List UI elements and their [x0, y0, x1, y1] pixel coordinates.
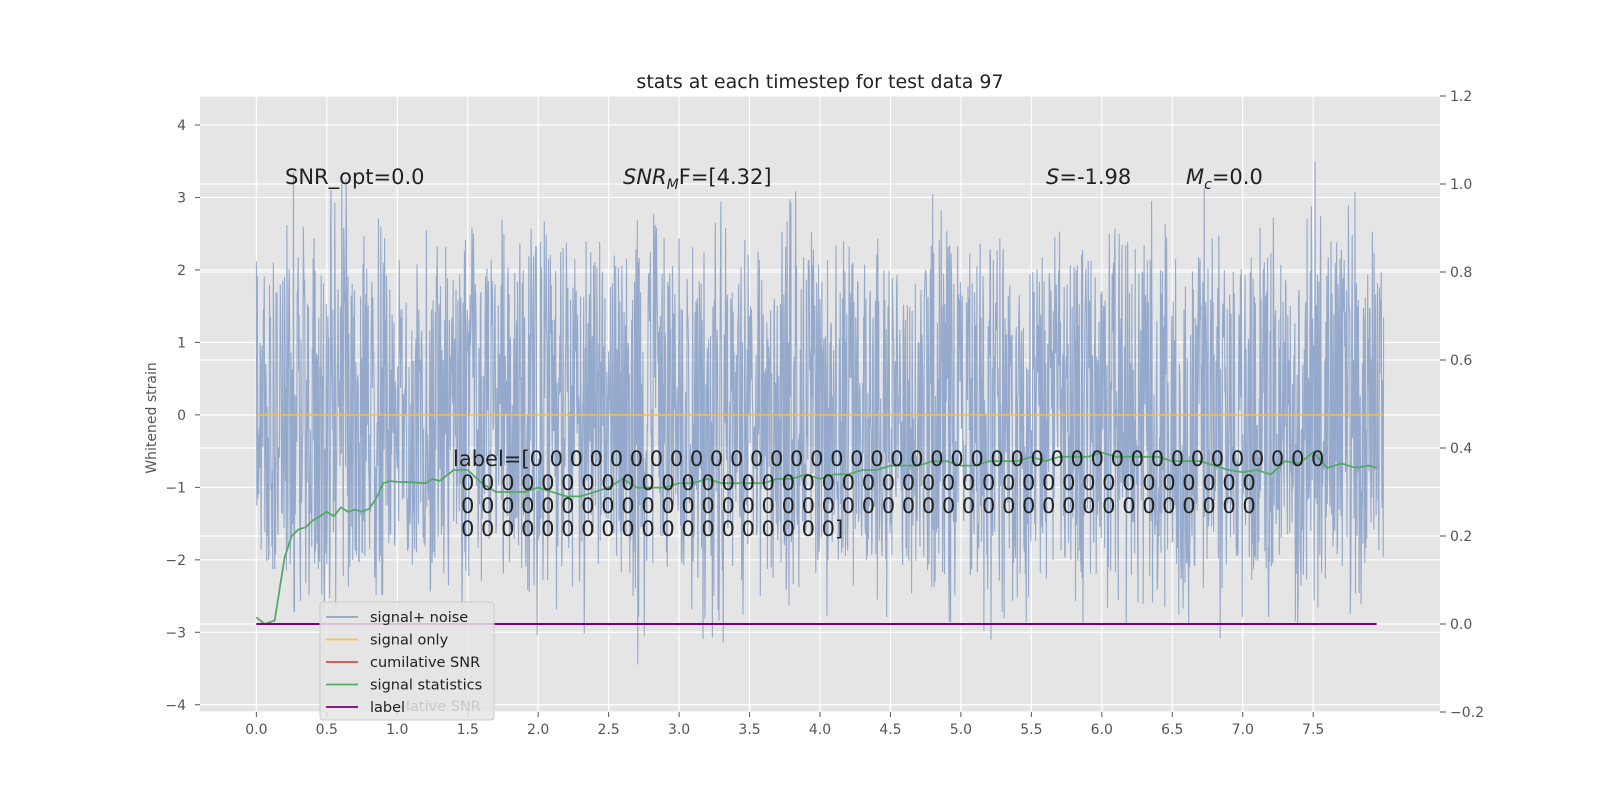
mc-value: =0.0	[1212, 165, 1263, 189]
x-tick-label: 0.5	[316, 722, 338, 738]
snr-opt-text: SNR_opt=0.0	[285, 165, 425, 190]
snr-mf-subscript: M	[667, 177, 679, 193]
label-text-line-2: 0 0 0 0 0 0 0 0 0 0 0 0 0 0 0 0 0 0 0 0 …	[461, 471, 1256, 495]
y-tick-label: −1	[165, 480, 186, 496]
x-tick-label: 4.0	[809, 722, 831, 738]
x-tick-label: 1.0	[386, 722, 408, 738]
y-tick-label: 3	[177, 190, 186, 206]
y-tick-label: −2	[165, 553, 186, 569]
y-tick-label: 4	[177, 118, 186, 134]
y-tick-label: 2	[177, 263, 186, 279]
chart-title: stats at each timestep for test data 97	[636, 71, 1003, 93]
signal-noise-trace	[255, 161, 1385, 665]
snr-mf-symbol: SNR	[623, 165, 667, 189]
x-tick-label: 2.5	[598, 722, 620, 738]
x-tick-label: 2.0	[527, 722, 549, 738]
mc-annotation: Mc=0.0	[1186, 165, 1263, 193]
legend-entries: signal+ noise signal only cumilative SNR si…	[326, 610, 482, 716]
x-tick-label: 4.5	[879, 722, 901, 738]
snr-opt-annotation: SNR_opt=0.0	[285, 165, 425, 190]
x-tick-label: 3.5	[738, 722, 760, 738]
snr-mf-annotation: SNRMF=[4.32]	[623, 165, 772, 193]
x-tick-label: 1.5	[457, 722, 479, 738]
label-array-text: label=[0 0 0 0 0 0 0 0 0 0 0 0 0 0 0 0 0…	[453, 447, 1324, 541]
legend-label: signal only	[370, 633, 449, 649]
x-tick-label: 5.0	[950, 722, 972, 738]
mc-subscript: c	[1204, 177, 1212, 193]
legend-box	[319, 601, 495, 721]
legend-ghost-text: lative SNR	[406, 699, 481, 715]
x-tick-label: 7.5	[1302, 722, 1324, 738]
right-y-axis-ticks: 1.2 1.0 0.8 0.6 0.4 0.2 0.0 −0.2	[1440, 89, 1484, 721]
mc-symbol: M	[1186, 165, 1204, 189]
y-axis-ticks: 4 3 2 1 0 −1 −2 −3 −4	[165, 118, 200, 714]
x-tick-label: 3.0	[668, 722, 690, 738]
y2-tick-label: 1.2	[1450, 89, 1472, 105]
s-symbol: S	[1046, 165, 1059, 189]
y2-tick-label: 0.6	[1450, 353, 1472, 369]
y-tick-label: −4	[165, 698, 186, 714]
s-annotation: S=-1.98	[1046, 165, 1131, 189]
y2-tick-label: 0.8	[1450, 265, 1472, 281]
label-text-line-4: 0 0 0 0 0 0 0 0 0 0 0 0 0 0 0 0 0 0 0]	[461, 517, 843, 541]
x-tick-label: 0.0	[245, 722, 267, 738]
label-text-line-3: 0 0 0 0 0 0 0 0 0 0 0 0 0 0 0 0 0 0 0 0 …	[461, 494, 1256, 518]
y2-tick-label: 0.0	[1450, 617, 1472, 633]
y2-tick-label: 0.4	[1450, 441, 1472, 457]
x-tick-label: 5.5	[1020, 722, 1042, 738]
y-tick-label: 1	[177, 335, 186, 351]
snr-mf-value: F=[4.32]	[679, 165, 772, 189]
signal-noise-path	[255, 161, 1385, 665]
legend-label: signal+ noise	[370, 610, 468, 626]
y2-tick-label: 0.2	[1450, 529, 1472, 545]
x-tick-label: 7.0	[1232, 722, 1254, 738]
signal-statistics-line	[255, 451, 1377, 626]
y-tick-label: −3	[165, 625, 186, 641]
y-axis-label: Whitened strain	[144, 362, 160, 473]
legend: lative SNR signal+ noise signal only cumil…	[319, 601, 495, 721]
s-value: =-1.98	[1059, 165, 1131, 189]
legend-label: cumilative SNR	[370, 655, 480, 671]
y2-tick-label: 1.0	[1450, 177, 1472, 193]
legend-label: label	[370, 700, 405, 716]
x-tick-label: 6.0	[1091, 722, 1113, 738]
legend-label: signal statistics	[370, 678, 482, 694]
x-tick-label: 6.5	[1161, 722, 1183, 738]
x-axis-ticks: 0.0 0.5 1.0 1.5 2.0 2.5 3.0 3.5 4.0 4.5 5.0 5.5 6.0 6…	[245, 712, 1324, 738]
y2-tick-label: −0.2	[1450, 705, 1484, 721]
y-tick-label: 0	[177, 408, 186, 424]
label-text-line-1: label=[0 0 0 0 0 0 0 0 0 0 0 0 0 0 0 0 0…	[453, 447, 1324, 471]
